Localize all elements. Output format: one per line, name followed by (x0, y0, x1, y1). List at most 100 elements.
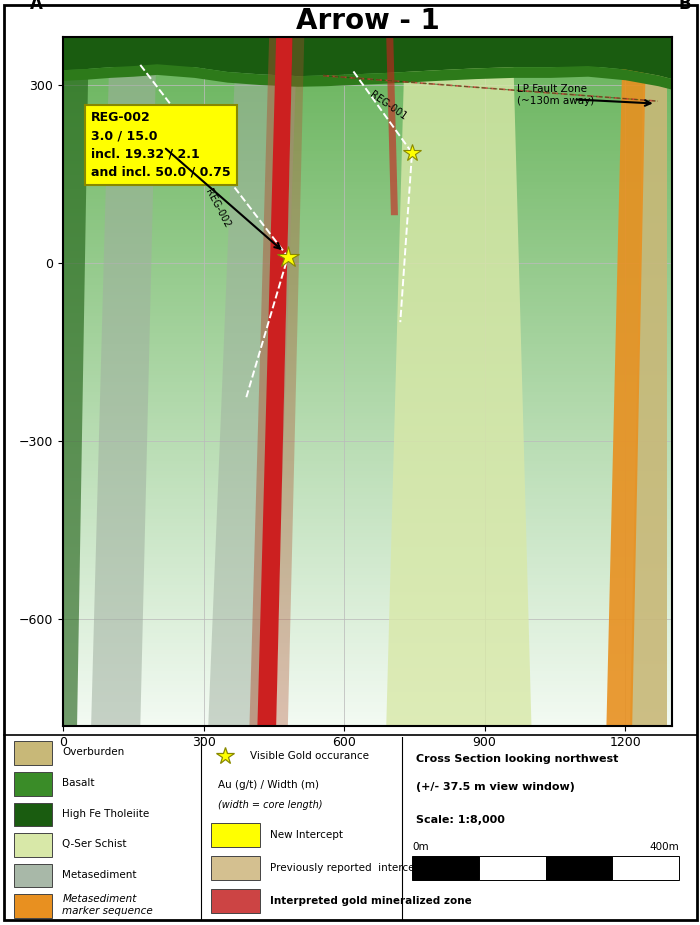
Polygon shape (63, 357, 672, 361)
Polygon shape (63, 302, 672, 306)
Polygon shape (63, 399, 672, 402)
Polygon shape (63, 55, 672, 57)
Polygon shape (63, 261, 672, 265)
Text: (width = core length): (width = core length) (218, 800, 323, 810)
Polygon shape (63, 395, 672, 399)
Polygon shape (63, 109, 672, 113)
Polygon shape (63, 95, 672, 99)
Polygon shape (63, 185, 672, 189)
Polygon shape (63, 37, 672, 41)
Polygon shape (63, 323, 672, 327)
Polygon shape (63, 306, 672, 309)
Polygon shape (63, 716, 672, 720)
Polygon shape (63, 602, 672, 606)
Polygon shape (63, 585, 672, 588)
Polygon shape (63, 544, 672, 547)
Polygon shape (258, 37, 293, 726)
Polygon shape (63, 423, 672, 426)
Polygon shape (63, 540, 672, 544)
Polygon shape (63, 654, 672, 657)
Polygon shape (63, 154, 672, 157)
Polygon shape (63, 571, 672, 574)
Bar (211, 889, 260, 913)
Polygon shape (63, 85, 672, 89)
Polygon shape (63, 547, 672, 550)
Polygon shape (63, 237, 672, 241)
Polygon shape (63, 495, 672, 499)
Polygon shape (63, 684, 672, 688)
Polygon shape (63, 612, 672, 616)
Bar (612, 857, 679, 880)
Text: Au (g/t) / Width (m): Au (g/t) / Width (m) (218, 780, 319, 790)
Polygon shape (63, 636, 672, 640)
Polygon shape (63, 206, 672, 209)
Polygon shape (63, 344, 672, 347)
Polygon shape (63, 168, 672, 171)
Text: REG-001: REG-001 (368, 90, 408, 122)
Polygon shape (63, 430, 672, 433)
Polygon shape (63, 598, 672, 602)
Polygon shape (63, 147, 672, 151)
Polygon shape (63, 106, 672, 109)
Polygon shape (63, 688, 672, 692)
Polygon shape (63, 433, 672, 437)
Polygon shape (63, 254, 672, 257)
Polygon shape (63, 203, 672, 206)
Text: 0m: 0m (412, 842, 429, 852)
Polygon shape (63, 275, 672, 278)
Polygon shape (63, 79, 672, 81)
Polygon shape (63, 647, 672, 650)
Polygon shape (63, 588, 672, 592)
Polygon shape (63, 130, 672, 133)
Bar (412, 857, 479, 880)
Polygon shape (63, 523, 672, 526)
Polygon shape (63, 720, 672, 722)
Polygon shape (63, 371, 672, 375)
Polygon shape (63, 516, 672, 520)
Polygon shape (63, 536, 672, 540)
Polygon shape (91, 37, 157, 726)
Polygon shape (63, 416, 672, 419)
Polygon shape (63, 65, 672, 68)
Polygon shape (63, 574, 672, 578)
Polygon shape (63, 568, 672, 571)
Polygon shape (63, 271, 672, 275)
Text: A: A (29, 0, 43, 14)
Polygon shape (63, 440, 672, 444)
Polygon shape (63, 402, 672, 406)
Polygon shape (63, 482, 672, 485)
Polygon shape (63, 137, 672, 141)
Polygon shape (63, 698, 672, 702)
Polygon shape (63, 89, 672, 92)
Polygon shape (63, 354, 672, 357)
Polygon shape (63, 351, 672, 354)
Polygon shape (63, 578, 672, 582)
Polygon shape (63, 388, 672, 392)
Text: High Fe Tholeiite: High Fe Tholeiite (62, 808, 150, 819)
Bar (211, 823, 260, 847)
Text: Interpreted gold mineralized zone: Interpreted gold mineralized zone (270, 896, 472, 906)
Polygon shape (63, 485, 672, 488)
Polygon shape (63, 213, 672, 216)
Polygon shape (63, 240, 672, 244)
Polygon shape (63, 327, 672, 330)
Polygon shape (63, 554, 672, 557)
Polygon shape (63, 454, 672, 457)
Polygon shape (63, 616, 672, 620)
Polygon shape (63, 113, 672, 117)
Bar (14, 742, 52, 765)
Polygon shape (63, 520, 672, 523)
Bar (14, 833, 52, 857)
Polygon shape (63, 381, 672, 385)
Polygon shape (606, 37, 646, 726)
Bar (546, 857, 612, 880)
Polygon shape (63, 464, 672, 468)
Text: Scale: 1:8,000: Scale: 1:8,000 (416, 815, 505, 825)
Polygon shape (63, 244, 672, 247)
Polygon shape (63, 179, 672, 181)
Polygon shape (63, 712, 672, 716)
Polygon shape (63, 165, 672, 168)
Polygon shape (63, 265, 672, 268)
Polygon shape (63, 309, 672, 313)
Polygon shape (63, 502, 672, 506)
